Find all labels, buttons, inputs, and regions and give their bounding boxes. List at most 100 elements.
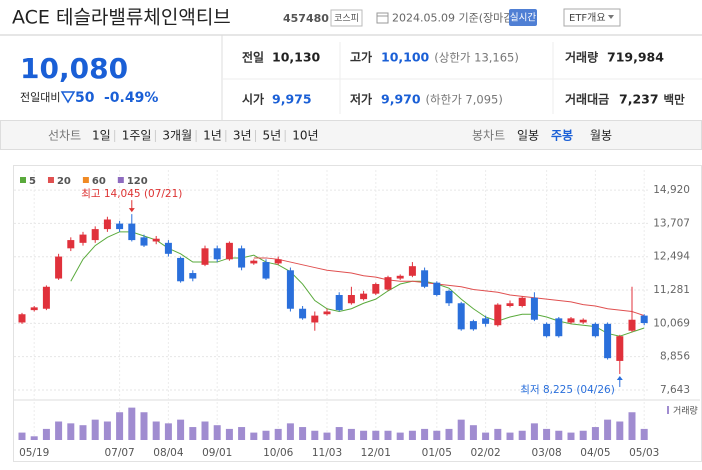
volume-bar: [518, 430, 526, 440]
info-label: 시가: [242, 92, 264, 107]
info-value: 10,130: [272, 50, 321, 65]
title: ACE 테슬라밸류체인액티브: [12, 7, 231, 29]
volume-bar: [335, 427, 343, 440]
volume-bar: [604, 419, 612, 440]
candle-body: [79, 234, 87, 243]
candle-body: [384, 277, 392, 290]
volume-bar: [250, 432, 258, 440]
volume-bar: [360, 430, 368, 440]
candle-body: [469, 321, 477, 330]
period-tab[interactable]: 3년: [233, 129, 252, 143]
high-annotation: 최고 14,045 (07/21): [81, 188, 182, 200]
change-rate: -0.49%: [104, 90, 158, 106]
volume-bar: [177, 419, 185, 440]
volume-bar: [457, 419, 465, 440]
candle-body: [591, 323, 599, 337]
realtime-badge[interactable]: [509, 9, 537, 26]
volume-bar: [164, 423, 172, 440]
x-tick-label: 09/01: [202, 447, 232, 459]
info-extra: 백만: [664, 93, 686, 107]
volume-bar: [482, 432, 490, 440]
info-label: 거래량: [565, 50, 598, 65]
ma-line: [253, 257, 645, 317]
etf-button[interactable]: [563, 8, 621, 27]
x-tick-label: 07/07: [104, 447, 134, 459]
candle-body: [628, 319, 636, 331]
volume-bar: [213, 425, 221, 440]
candle-body: [152, 238, 160, 242]
period-tab[interactable]: 1주일: [122, 129, 152, 143]
volume-bar: [152, 421, 160, 440]
period-tab[interactable]: 1년: [203, 129, 222, 143]
candle-body: [323, 311, 331, 315]
info-value: 7,237: [619, 92, 659, 107]
volume-bar: [189, 427, 197, 440]
candle-body: [42, 286, 50, 309]
volume-bar: [372, 430, 380, 440]
annotation-arrow: [128, 208, 135, 213]
period-tab[interactable]: 3개월: [162, 129, 192, 143]
chart: 14,920 13,707 12,494 11,281 10,069 8,856 7,643…: [14, 170, 698, 459]
volume-bar: [567, 432, 575, 440]
candle-body: [262, 262, 270, 279]
volume-bar: [103, 421, 111, 440]
candle-body: [604, 323, 612, 359]
change-label: 전일대비: [20, 90, 60, 104]
candle-body: [408, 266, 416, 276]
market: 코스피: [334, 13, 359, 24]
info-label: 고가: [350, 50, 372, 65]
volume-bar: [128, 407, 136, 440]
volume-bar: [201, 421, 209, 440]
volume-bar: [445, 428, 453, 440]
info-label: 전일: [242, 50, 264, 65]
legend-label: 60: [92, 176, 106, 187]
info-label: 저가: [350, 92, 372, 107]
candle-body: [91, 229, 99, 241]
candle-tab[interactable]: 주봉: [551, 129, 573, 143]
volume-bar: [323, 432, 331, 440]
x-tick-label: 12/01: [361, 447, 391, 459]
down-arrow: [60, 91, 76, 104]
x-tick-label: 05/03: [629, 447, 659, 459]
candle-body: [396, 275, 404, 279]
period-tab[interactable]: 10년: [292, 129, 318, 143]
volume-bar: [79, 425, 87, 440]
volume-bar: [421, 428, 429, 440]
period-tab[interactable]: 5년: [263, 129, 282, 143]
candle-body: [238, 248, 246, 268]
info-value: 10,100: [381, 50, 430, 65]
candle-body: [457, 303, 465, 330]
volume-bar: [469, 425, 477, 440]
etf-button-label[interactable]: ETF개요: [569, 12, 606, 24]
tab-label: 선차트: [48, 129, 81, 143]
y-tick-label: 11,281: [653, 284, 690, 296]
volume-bar: [408, 430, 416, 440]
market-badge: [330, 9, 363, 27]
candle-tab[interactable]: 일봉: [517, 129, 539, 143]
volume-bar: [91, 419, 99, 440]
volume-bar: [543, 428, 551, 440]
candle-body: [128, 223, 136, 241]
annotation-arrow: [616, 375, 623, 380]
candle-body: [494, 304, 502, 326]
candle-body: [67, 240, 75, 249]
candle-body: [347, 295, 355, 304]
y-tick-label: 10,069: [653, 317, 690, 329]
candle-tab[interactable]: 월봉: [590, 129, 612, 143]
volume-bar: [396, 432, 404, 440]
period-tab[interactable]: 1일: [92, 129, 111, 143]
x-tick-label: 02/02: [470, 447, 500, 459]
legend-label: 5: [29, 176, 36, 187]
candle-body: [421, 270, 429, 287]
volume-bar: [274, 428, 282, 440]
candle-body: [579, 319, 587, 323]
y-tick-label: 13,707: [653, 217, 690, 229]
info-extra: (상한가 13,165): [434, 51, 519, 65]
y-tick-label: 8,856: [660, 351, 690, 363]
candle-body: [55, 256, 63, 279]
realtime[interactable]: 실시간: [510, 13, 536, 24]
volume-bar: [347, 428, 355, 440]
low-annotation: 최저 8,225 (04/26): [520, 384, 615, 396]
